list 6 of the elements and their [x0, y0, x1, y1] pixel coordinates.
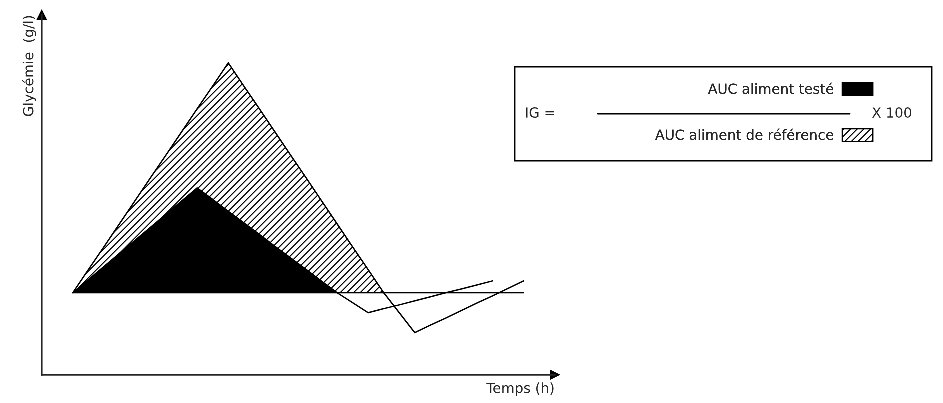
legend-label: AUC aliment de référence — [655, 128, 834, 140]
legend-label: AUC aliment testé — [708, 82, 834, 94]
x-axis-title: Temps (h) — [486, 382, 554, 396]
y-axis-title: Glycémie (g/l) — [22, 16, 36, 116]
annotation: IG = — [526, 108, 554, 118]
text: X 100 — [872, 108, 912, 118]
